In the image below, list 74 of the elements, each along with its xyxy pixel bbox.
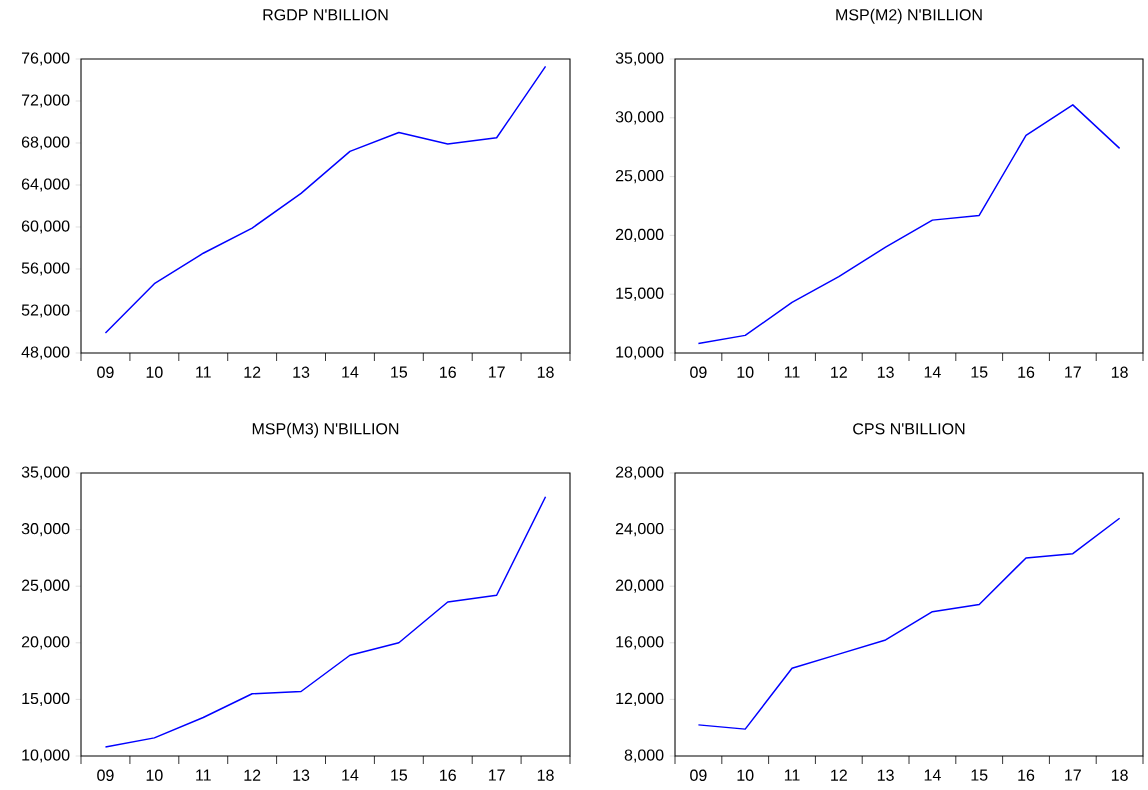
x-tick-label: 10: [737, 769, 754, 781]
x-tick-label: 16: [1018, 769, 1035, 781]
y-tick-label: 15,000: [616, 287, 664, 301]
x-tick-label: 09: [97, 769, 114, 781]
x-tick-label: 15: [391, 366, 408, 378]
x-tick-label: 16: [1018, 366, 1035, 378]
y-tick-label: 25,000: [615, 169, 664, 184]
chart-title: MSP(M2) N'BILLION: [836, 8, 982, 24]
x-tick-label: 13: [293, 769, 310, 781]
y-tick-label: 15,000: [22, 692, 70, 707]
y-tick-label: 56,000: [21, 262, 70, 276]
line-series: [104, 496, 547, 748]
x-tick-label: 11: [196, 366, 211, 378]
x-tick-label: 13: [877, 366, 894, 378]
y-tick-label: 20,000: [615, 579, 664, 593]
y-tick-label: 16,000: [616, 636, 664, 650]
y-tick-label: 35,000: [615, 52, 664, 66]
chart-title: CPS N'BILLION: [853, 423, 965, 435]
y-tick-label: 10,000: [616, 346, 664, 360]
x-tick-label: 11: [784, 366, 800, 378]
x-tick-label: 12: [244, 366, 261, 378]
x-tick-label: 17: [1065, 769, 1081, 781]
y-tick-label: 24,000: [615, 523, 664, 537]
y-tick-label: 12,000: [616, 692, 664, 707]
y-tick-label: 35,000: [21, 466, 70, 480]
x-tick-label: 10: [146, 769, 163, 781]
chart-title: MSP(M3) N'BILLION: [252, 422, 399, 438]
x-tick-label: 17: [488, 366, 505, 378]
x-tick-label: 17: [1065, 366, 1081, 378]
line-series: [697, 517, 1121, 730]
x-tick-label: 13: [293, 366, 310, 378]
y-tick-label: 72,000: [21, 94, 70, 108]
y-tick-label: 76,000: [21, 52, 70, 66]
x-tick-label: 11: [196, 769, 211, 781]
x-tick-label: 14: [924, 366, 941, 378]
x-tick-label: 12: [831, 366, 847, 378]
x-tick-label: 13: [877, 769, 894, 781]
x-tick-label: 18: [537, 366, 554, 378]
y-tick-label: 30,000: [21, 523, 70, 537]
x-tick-label: 09: [690, 366, 707, 378]
x-tick-label: 15: [971, 366, 988, 378]
x-tick-label: 09: [690, 769, 707, 781]
y-tick-label: 30,000: [615, 111, 664, 125]
x-tick-label: 14: [924, 769, 941, 781]
x-tick-label: 10: [737, 366, 754, 378]
x-tick-label: 10: [146, 366, 163, 378]
y-tick-label: 68,000: [21, 136, 70, 150]
y-tick-label: 20,000: [615, 228, 664, 243]
line-series: [697, 104, 1121, 345]
x-tick-label: 14: [342, 769, 359, 781]
y-tick-label: 52,000: [21, 304, 70, 318]
x-tick-label: 15: [391, 769, 408, 781]
x-tick-label: 12: [831, 769, 847, 781]
x-tick-label: 17: [488, 769, 505, 781]
y-tick-label: 20,000: [21, 636, 70, 650]
x-tick-label: 12: [244, 769, 261, 781]
x-tick-label: 15: [971, 769, 988, 781]
y-tick-label: 48,000: [21, 346, 70, 360]
x-tick-label: 16: [440, 366, 456, 378]
x-tick-label: 18: [1111, 366, 1128, 378]
y-tick-label: 25,000: [21, 579, 70, 593]
line-series: [104, 65, 547, 334]
x-tick-label: 18: [1111, 769, 1128, 781]
x-tick-label: 18: [537, 769, 554, 781]
x-tick-label: 14: [342, 366, 359, 378]
y-tick-label: 64,000: [21, 178, 70, 192]
y-tick-label: 60,000: [21, 220, 70, 234]
y-tick-label: 28,000: [615, 466, 664, 480]
chart-title: RGDP N'BILLION: [263, 9, 388, 21]
x-tick-label: 16: [440, 769, 456, 781]
y-tick-label: 10,000: [22, 749, 70, 763]
x-tick-label: 09: [97, 366, 114, 378]
x-tick-label: 11: [784, 769, 800, 781]
y-tick-label: 8,000: [624, 749, 664, 763]
